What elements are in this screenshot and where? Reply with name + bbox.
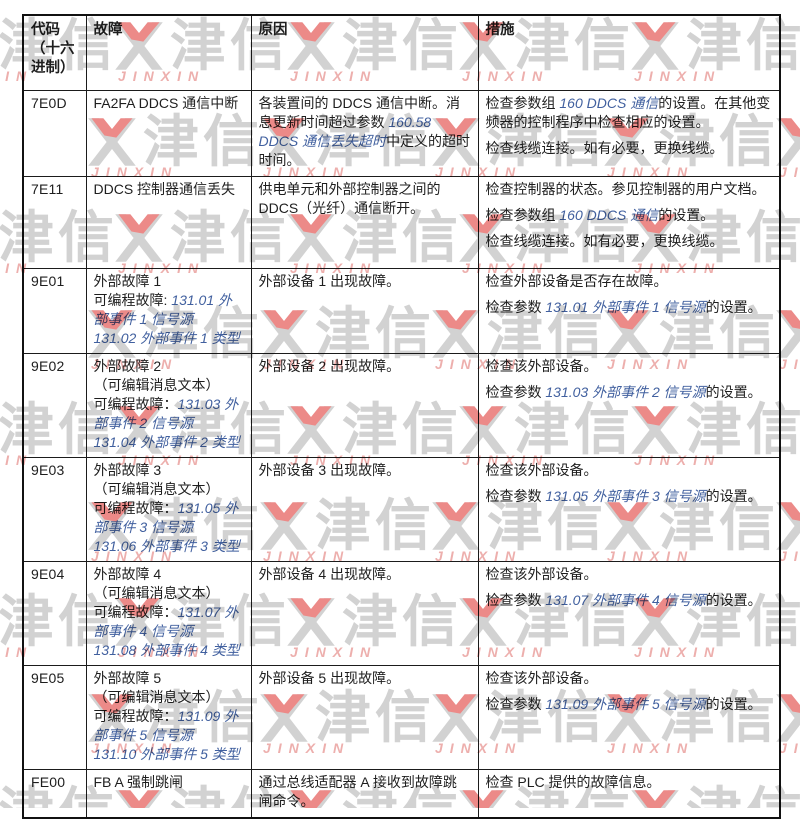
cause-cell: 外部设备 1 出现故障。 [250, 268, 479, 354]
action-cell: 检查该外部设备。 检查参数 131.09 外部事件 5 信号源的设置。 [477, 665, 781, 770]
header-row: 代码 （十六 进制） 故障 原因 措施 [22, 14, 781, 91]
cause-cell: 外部设备 4 出现故障。 [250, 561, 479, 666]
cause-cell: 外部设备 5 出现故障。 [250, 665, 479, 770]
table-row: 9E04 外部故障 4 （可编辑消息文本） 可编程故障：131.07 外部事件 4 信… [22, 561, 781, 666]
cause-cell: 供电单元和外部控制器之间的 DDCS（光纤）通信断开。 [250, 176, 479, 269]
action-cell: 检查 PLC 提供的故障信息。 [477, 769, 781, 818]
action-cell: 检查该外部设备。 检查参数 131.05 外部事件 3 信号源的设置。 [477, 457, 781, 562]
table-row: 9E02 外部故障 2 （可编辑消息文本） 可编程故障：131.03 外部事件 2 信… [22, 353, 781, 458]
cause-cell: 通过总线适配器 A 接收到故障跳闸命令。 [250, 769, 479, 818]
column-header-0: 代码 （十六 进制） [22, 14, 87, 91]
watermark-latin-text: JINXIN [779, 164, 800, 180]
watermark-latin-text: JINXIN [779, 740, 800, 756]
cause-cell: 外部设备 3 出现故障。 [250, 457, 479, 562]
table-row: 9E05 外部故障 5 （可编辑消息文本） 可编程故障：131.09 外部事件 5 信… [22, 665, 781, 770]
fault-code: 9E04 [22, 561, 87, 666]
fault-code: 9E03 [22, 457, 87, 562]
action-cell: 检查控制器的状态。参见控制器的用户文档。 检查参数组 160 DDCS 通信的设置… [477, 176, 781, 269]
action-cell: 检查参数组 160 DDCS 通信的设置。在其他变频器的控制程序中检查相应的设置… [477, 90, 781, 177]
action-cell: 检查外部设备是否存在故障。 检查参数 131.01 外部事件 1 信号源的设置。 [477, 268, 781, 354]
cause-cell: 各装置间的 DDCS 通信中断。消息更新时间超过参数 160.58 DDCS 通… [250, 90, 479, 177]
fault-cell: 外部故障 4 （可编辑消息文本） 可编程故障：131.07 外部事件 4 信号源 13… [85, 561, 252, 666]
fault-code: 7E11 [22, 176, 87, 269]
column-header-3: 措施 [477, 14, 781, 91]
watermark-latin-text: JINXIN [779, 356, 800, 372]
table-row: 9E03 外部故障 3 （可编辑消息文本） 可编程故障：131.05 外部事件 3 信… [22, 457, 781, 562]
fault-cell: FB A 强制跳闸 [85, 769, 252, 818]
fault-cell: DDCS 控制器通信丢失 [85, 176, 252, 269]
fault-code: 7E0D [22, 90, 87, 177]
fault-code: FE00 [22, 769, 87, 818]
fault-code: 9E05 [22, 665, 87, 770]
fault-code-table: 代码 （十六 进制） 故障 原因 措施 7E0D FA2FA DDCS 通信中断 各装置间… [22, 14, 781, 819]
action-cell: 检查该外部设备。 检查参数 131.07 外部事件 4 信号源的设置。 [477, 561, 781, 666]
table-body: 7E0D FA2FA DDCS 通信中断 各装置间的 DDCS 通信中断。消息更新时… [22, 90, 781, 818]
action-cell: 检查该外部设备。 检查参数 131.03 外部事件 2 信号源的设置。 [477, 353, 781, 458]
table-row: 7E0D FA2FA DDCS 通信中断 各装置间的 DDCS 通信中断。消息更新时… [22, 90, 781, 177]
fault-cell: 外部故障 5 （可编辑消息文本） 可编程故障：131.09 外部事件 5 信号源 13… [85, 665, 252, 770]
fault-code: 9E01 [22, 268, 87, 354]
table-header-row: 代码 （十六 进制） 故障 原因 措施 [22, 14, 781, 91]
table-row: 9E01 外部故障 1 可编程故障: 131.01 外部事件 1 信号源 131.02… [22, 268, 781, 354]
fault-code: 9E02 [22, 353, 87, 458]
watermark-latin-text: JINXIN [779, 548, 800, 564]
fault-cell: FA2FA DDCS 通信中断 [85, 90, 252, 177]
cause-cell: 外部设备 2 出现故障。 [250, 353, 479, 458]
table-row: FE00 FB A 强制跳闸 通过总线适配器 A 接收到故障跳闸命令。 检查 PLC … [22, 769, 781, 818]
fault-cell: 外部故障 3 （可编辑消息文本） 可编程故障：131.05 外部事件 3 信号源 13… [85, 457, 252, 562]
column-header-2: 原因 [250, 14, 479, 91]
fault-cell: 外部故障 1 可编程故障: 131.01 外部事件 1 信号源 131.02 外部事… [85, 268, 252, 354]
table-row: 7E11 DDCS 控制器通信丢失 供电单元和外部控制器之间的 DDCS（光纤）通信… [22, 176, 781, 269]
fault-cell: 外部故障 2 （可编辑消息文本） 可编程故障：131.03 外部事件 2 信号源 13… [85, 353, 252, 458]
column-header-1: 故障 [85, 14, 252, 91]
